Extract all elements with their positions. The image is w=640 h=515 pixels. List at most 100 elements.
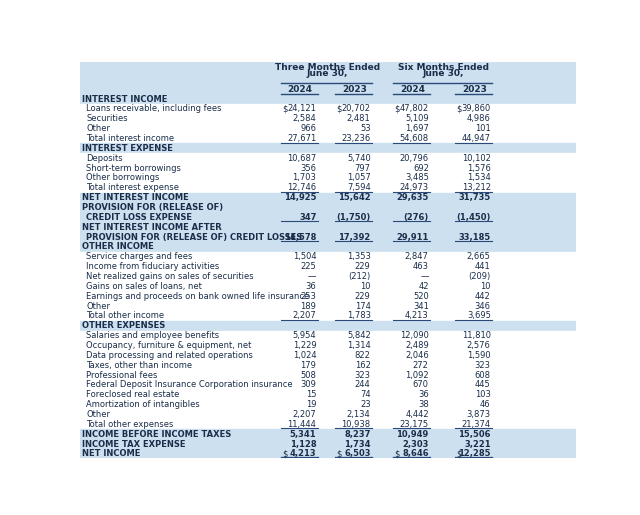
Text: 4,213: 4,213	[290, 450, 316, 458]
Text: 20,702: 20,702	[342, 105, 371, 113]
Text: Loans receivable, including fees: Loans receivable, including fees	[86, 105, 221, 113]
Text: Professional fees: Professional fees	[86, 370, 157, 380]
Text: Other borrowings: Other borrowings	[86, 174, 159, 182]
Text: Taxes, other than income: Taxes, other than income	[86, 360, 193, 370]
Text: 15,642: 15,642	[338, 193, 371, 202]
Text: 5,842: 5,842	[347, 331, 371, 340]
Text: Gains on sales of loans, net: Gains on sales of loans, net	[86, 282, 202, 291]
Bar	[80, 409, 576, 419]
Text: 2,847: 2,847	[405, 252, 429, 261]
Text: 29,911: 29,911	[396, 233, 429, 242]
Text: 33,185: 33,185	[458, 233, 491, 242]
Text: 341: 341	[413, 302, 429, 311]
Text: 6,503: 6,503	[344, 450, 371, 458]
Bar	[80, 193, 576, 202]
Text: 2,046: 2,046	[405, 351, 429, 360]
Bar	[80, 429, 576, 439]
Text: 36: 36	[418, 390, 429, 399]
Text: 13,212: 13,212	[461, 183, 491, 192]
Bar	[80, 163, 576, 173]
Text: 174: 174	[355, 302, 371, 311]
Text: 1,314: 1,314	[347, 341, 371, 350]
Text: NET INCOME: NET INCOME	[81, 450, 140, 458]
Bar	[80, 419, 576, 429]
Text: 1,504: 1,504	[292, 252, 316, 261]
Text: $: $	[282, 450, 287, 458]
Text: 2,207: 2,207	[292, 410, 316, 419]
Text: 189: 189	[301, 302, 316, 311]
Text: 8,237: 8,237	[344, 430, 371, 439]
Text: CREDIT LOSS EXPENSE: CREDIT LOSS EXPENSE	[86, 213, 192, 222]
Text: 103: 103	[475, 390, 491, 399]
Text: 2023: 2023	[462, 85, 487, 94]
Text: 20,796: 20,796	[399, 153, 429, 163]
Text: PROVISION FOR (RELEASE OF): PROVISION FOR (RELEASE OF)	[81, 203, 223, 212]
Text: 23,236: 23,236	[341, 134, 371, 143]
Text: $: $	[337, 105, 342, 113]
Text: 24,973: 24,973	[399, 183, 429, 192]
Text: 2,584: 2,584	[292, 114, 316, 123]
Text: 244: 244	[355, 381, 371, 389]
Bar	[80, 360, 576, 370]
Text: 11,810: 11,810	[461, 331, 491, 340]
Text: 1,128: 1,128	[290, 439, 316, 449]
Text: 225: 225	[301, 262, 316, 271]
Text: 14,578: 14,578	[284, 233, 316, 242]
Text: 323: 323	[355, 370, 371, 380]
Bar	[80, 212, 576, 222]
Text: (212): (212)	[348, 272, 371, 281]
Text: 356: 356	[300, 164, 316, 173]
Text: 346: 346	[475, 302, 491, 311]
Text: Six Months Ended: Six Months Ended	[398, 63, 489, 72]
Bar	[80, 340, 576, 350]
Text: Salaries and employee benefits: Salaries and employee benefits	[86, 331, 220, 340]
Text: 53: 53	[360, 124, 371, 133]
Text: OTHER EXPENSES: OTHER EXPENSES	[81, 321, 165, 330]
Bar	[80, 350, 576, 360]
Text: 2024: 2024	[400, 85, 425, 94]
Text: 23,175: 23,175	[399, 420, 429, 429]
Text: 1,229: 1,229	[292, 341, 316, 350]
Text: 670: 670	[413, 381, 429, 389]
Text: 14,925: 14,925	[284, 193, 316, 202]
Text: 4,213: 4,213	[405, 312, 429, 320]
Text: 46: 46	[480, 400, 491, 409]
Text: 5,109: 5,109	[405, 114, 429, 123]
Bar	[80, 242, 576, 252]
Bar	[80, 390, 576, 400]
Bar	[80, 104, 576, 114]
Text: 1,057: 1,057	[347, 174, 371, 182]
Text: 1,590: 1,590	[467, 351, 491, 360]
Text: 229: 229	[355, 262, 371, 271]
Text: $: $	[457, 105, 462, 113]
Text: $: $	[395, 105, 400, 113]
Bar	[80, 114, 576, 124]
Bar	[80, 173, 576, 183]
Text: (1,750): (1,750)	[337, 213, 371, 222]
Text: Amortization of intangibles: Amortization of intangibles	[86, 400, 200, 409]
Text: (1,450): (1,450)	[456, 213, 491, 222]
Text: 162: 162	[355, 360, 371, 370]
Bar	[80, 321, 576, 331]
Text: 520: 520	[413, 291, 429, 301]
Bar	[80, 400, 576, 409]
Bar	[80, 252, 576, 262]
Text: 323: 323	[475, 360, 491, 370]
Text: 12,285: 12,285	[458, 450, 491, 458]
Text: $: $	[337, 450, 342, 458]
Text: Deposits: Deposits	[86, 153, 123, 163]
Text: 3,485: 3,485	[405, 174, 429, 182]
Bar	[80, 232, 576, 242]
Text: 966: 966	[300, 124, 316, 133]
Text: Other: Other	[86, 124, 110, 133]
Bar	[80, 439, 576, 449]
Text: 24,121: 24,121	[287, 105, 316, 113]
Text: Service charges and fees: Service charges and fees	[86, 252, 193, 261]
Text: 2,665: 2,665	[467, 252, 491, 261]
Text: 3,873: 3,873	[467, 410, 491, 419]
Text: 1,024: 1,024	[292, 351, 316, 360]
Text: 445: 445	[475, 381, 491, 389]
Text: 1,703: 1,703	[292, 174, 316, 182]
Text: 2,207: 2,207	[292, 312, 316, 320]
Text: Occupancy, furniture & equipment, net: Occupancy, furniture & equipment, net	[86, 341, 252, 350]
